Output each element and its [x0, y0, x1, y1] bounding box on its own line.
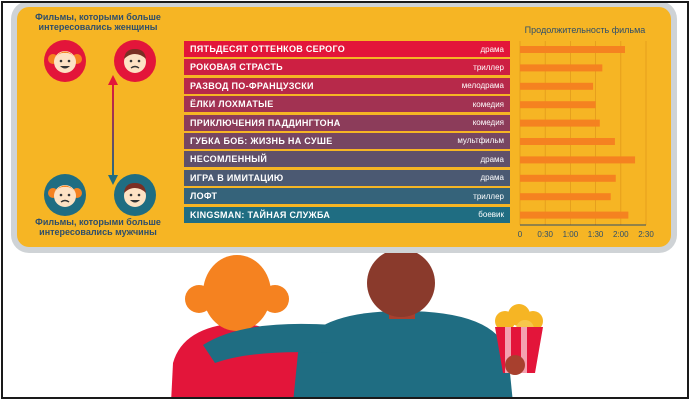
movie-genre: триллер: [473, 62, 504, 72]
movie-row: ПЯТЬДЕСЯТ ОТТЕНКОВ СЕРОГО драма: [184, 41, 510, 57]
movie-title: KINGSMAN: ТАЙНАЯ СЛУЖБА: [190, 209, 331, 220]
movie-row: ПРИКЛЮЧЕНИЯ ПАДДИНГТОНА комедия: [184, 114, 510, 131]
movie-title: РОКОВАЯ СТРАСТЬ: [190, 62, 283, 73]
men-caption: Фильмы, которыми больше интересовались м…: [35, 217, 161, 237]
sad-woman-icon: [44, 174, 86, 216]
duration-bar: [520, 211, 629, 219]
duration-bar: [520, 64, 603, 72]
duration-bar: [520, 193, 611, 201]
movie-genre: драма: [480, 44, 504, 54]
man-body: [293, 311, 513, 397]
couple-illustration: [171, 253, 543, 397]
movie-genre: драма: [480, 154, 504, 164]
x-tick-label: 0:30: [537, 230, 553, 239]
movie-row: KINGSMAN: ТАЙНАЯ СЛУЖБА боевик: [184, 206, 510, 223]
duration-bar: [520, 174, 616, 182]
double-arrow-icon: [108, 75, 118, 185]
x-tick-label: 1:30: [588, 230, 604, 239]
duration-bar: [520, 156, 636, 164]
duration-bar: [520, 101, 596, 109]
info-board: Фильмы, которыми больше интересовались ж…: [17, 7, 671, 247]
duration-bar: [520, 119, 600, 127]
man-head: [367, 253, 435, 317]
movie-row: ЛОФТ триллер: [184, 188, 510, 205]
movie-row: НЕСОМЛЕННЫЙ драма: [184, 151, 510, 168]
movie-title: РАЗВОД ПО-ФРАНЦУЗСКИ: [190, 80, 314, 91]
movie-row: РОКОВАЯ СТРАСТЬ триллер: [184, 59, 510, 76]
duration-bar: [520, 138, 615, 145]
movie-title: ИГРА В ИМИТАЦИЮ: [190, 172, 284, 183]
woman-hair: [203, 255, 271, 331]
movie-genre: триллер: [473, 191, 504, 201]
man-arm: [203, 323, 333, 363]
movie-title: ЛОФТ: [190, 191, 218, 202]
movie-title: ПРИКЛЮЧЕНИЯ ПАДДИНГТОНА: [190, 117, 341, 128]
popcorn-icon: [495, 304, 543, 373]
x-tick-label: 2:30: [638, 230, 654, 239]
x-tick-label: 0: [518, 230, 523, 239]
x-tick-label: 2:00: [613, 230, 629, 239]
movie-genre: драма: [480, 173, 504, 183]
movie-genre: мультфильм: [457, 136, 504, 146]
movie-row: ГУБКА БОБ: ЖИЗНЬ НА СУШЕ мультфильм: [184, 132, 510, 149]
duration-bar: [520, 82, 594, 90]
movie-row: ИГРА В ИМИТАЦИЮ драма: [184, 169, 510, 186]
sad-man-icon: [114, 40, 156, 82]
women-caption: Фильмы, которыми больше интересовались ж…: [35, 12, 161, 32]
movie-list: ПЯТЬДЕСЯТ ОТТЕНКОВ СЕРОГО драма РОКОВАЯ СТ…: [184, 41, 510, 225]
movie-row: РАЗВОД ПО-ФРАНЦУЗСКИ мелодрама: [184, 77, 510, 94]
happy-man-icon: [114, 174, 156, 216]
movie-title: ГУБКА БОБ: ЖИЗНЬ НА СУШЕ: [190, 135, 333, 146]
movie-genre: комедия: [472, 99, 504, 109]
movie-genre: мелодрама: [461, 81, 504, 91]
chart-title: Продолжительность фильма: [524, 25, 646, 35]
duration-chart: 0 0:30 1:00 1:30 2:00 2:30: [518, 41, 654, 239]
x-tick-label: 1:00: [563, 230, 579, 239]
duration-bar: [520, 46, 625, 53]
happy-woman-icon: [44, 40, 86, 82]
movie-title: НЕСОМЛЕННЫЙ: [190, 154, 268, 165]
movie-row: ЁЛКИ ЛОХМАТЫЕ комедия: [184, 96, 510, 113]
movie-genre: комедия: [472, 118, 504, 128]
movie-title: ЁЛКИ ЛОХМАТЫЕ: [190, 99, 274, 110]
movie-genre: боевик: [478, 210, 504, 220]
movie-title: ПЯТЬДЕСЯТ ОТТЕНКОВ СЕРОГО: [190, 44, 346, 54]
